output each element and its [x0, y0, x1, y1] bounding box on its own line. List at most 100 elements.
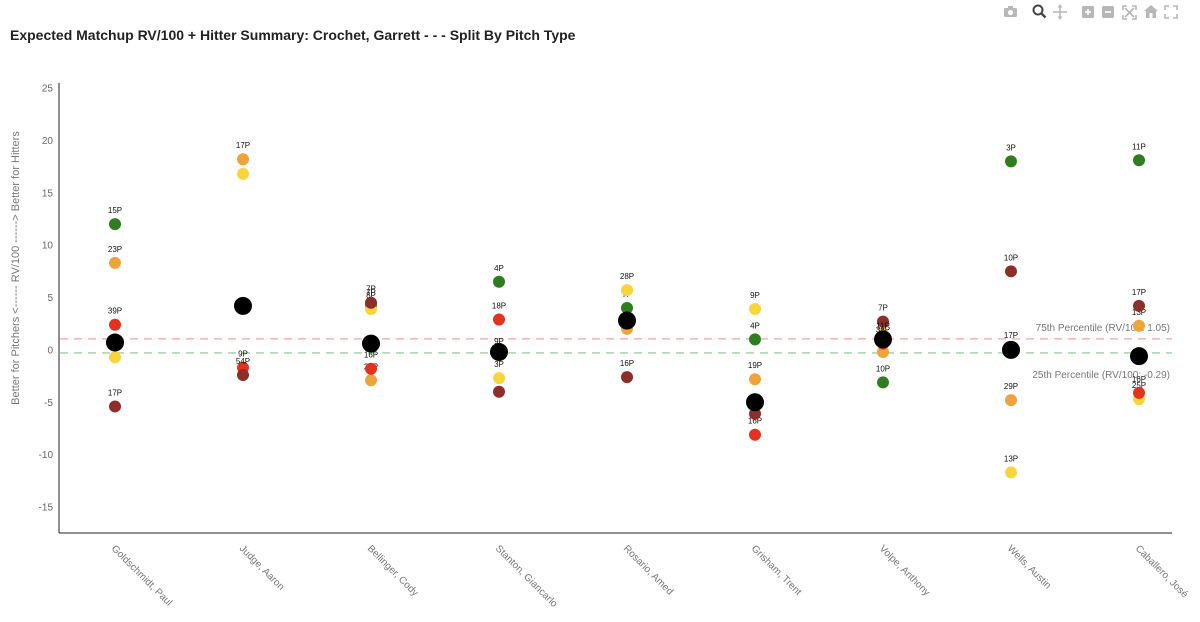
data-point[interactable]	[493, 372, 505, 385]
point-label: 39P	[108, 307, 122, 316]
data-point[interactable]	[1005, 265, 1017, 278]
point-label: 19P	[748, 361, 762, 370]
data-point[interactable]	[493, 275, 505, 288]
point-label: 16P	[1132, 375, 1146, 384]
reset-axes-icon[interactable]	[1144, 5, 1158, 18]
data-point[interactable]	[493, 385, 505, 398]
summary-point[interactable]	[618, 311, 636, 330]
data-point[interactable]	[109, 218, 121, 231]
x-tick-label: Wells, Austin	[1005, 543, 1053, 591]
data-point[interactable]	[749, 407, 761, 420]
point-label: 9P	[238, 350, 248, 359]
data-point[interactable]	[749, 333, 761, 346]
point-label: 8P	[366, 291, 376, 300]
data-point[interactable]	[621, 284, 633, 297]
point-label: 17P	[108, 388, 122, 397]
data-point[interactable]	[1005, 394, 1017, 407]
y-tick-label: 10	[42, 241, 54, 252]
data-point[interactable]	[365, 362, 377, 375]
point-label: 15P	[108, 206, 122, 215]
data-point[interactable]	[1005, 466, 1017, 479]
data-point[interactable]	[877, 376, 889, 389]
point-label: 18P	[492, 301, 506, 310]
y-tick-label: -15	[39, 503, 54, 514]
summary-point[interactable]	[1130, 347, 1148, 366]
data-point[interactable]	[109, 351, 121, 364]
modebar	[1004, 4, 1178, 20]
point-label: 16P	[364, 351, 378, 360]
point-label: 38P	[876, 326, 890, 335]
zoom-icon[interactable]	[1032, 4, 1047, 19]
point-label: 10P	[876, 364, 890, 373]
data-point[interactable]	[109, 256, 121, 269]
point-label: 23P	[108, 245, 122, 254]
x-tick-label: Grisham, Trent	[749, 543, 804, 598]
point-label: 9P	[494, 337, 504, 346]
y-tick-label: 25	[42, 84, 54, 95]
y-tick-label: -5	[44, 398, 53, 409]
summary-point[interactable]	[234, 296, 252, 315]
data-point[interactable]	[237, 167, 249, 180]
data-point[interactable]	[877, 345, 889, 358]
data-point[interactable]	[621, 371, 633, 384]
point-label: 17P	[1004, 331, 1018, 340]
x-tick-label: Rosario, Amed	[621, 543, 675, 597]
y-tick-label: 15	[42, 188, 54, 199]
point-label: 28P	[620, 272, 634, 281]
summary-point[interactable]	[1002, 340, 1020, 359]
y-axis-label: Better for Pitchers <------ RV/100 -----…	[10, 131, 22, 405]
point-label: 17P	[1132, 288, 1146, 297]
data-point[interactable]	[1133, 319, 1145, 332]
data-point[interactable]	[749, 373, 761, 386]
point-label: 9P	[750, 291, 760, 300]
summary-point[interactable]	[106, 333, 124, 352]
data-point[interactable]	[621, 301, 633, 314]
x-tick-label: Goldschmidt, Paul	[109, 543, 174, 608]
point-label: 11P	[1132, 142, 1146, 151]
data-point[interactable]	[1133, 154, 1145, 167]
zoom-out-icon[interactable]	[1102, 6, 1114, 18]
point-label: 7P	[366, 285, 376, 294]
pan-icon[interactable]	[1053, 4, 1067, 20]
point-label: 13P	[1004, 454, 1018, 463]
point-label: 29P	[1004, 382, 1018, 391]
point-label: 4P	[750, 321, 760, 330]
data-point[interactable]	[493, 313, 505, 326]
camera-icon[interactable]	[1004, 6, 1017, 17]
data-point[interactable]	[877, 315, 889, 328]
data-point[interactable]	[365, 374, 377, 387]
summary-point[interactable]	[874, 330, 892, 349]
x-tick-label: Caballero, José	[1133, 543, 1190, 600]
point-label: 7P	[366, 288, 376, 297]
data-point[interactable]	[365, 296, 377, 309]
data-point[interactable]	[109, 318, 121, 331]
summary-point[interactable]	[490, 342, 508, 361]
y-tick-label: 5	[47, 293, 53, 304]
data-point[interactable]	[1005, 155, 1017, 168]
point-label: 3P	[494, 360, 504, 369]
data-point[interactable]	[749, 428, 761, 441]
point-label: 54P	[236, 357, 250, 366]
data-point[interactable]	[237, 369, 249, 382]
point-label: 7P	[878, 304, 888, 313]
reference-line-label: 75th Percentile (RV/100: 1.05)	[1036, 323, 1170, 334]
zoom-in-icon[interactable]	[1082, 6, 1094, 18]
point-label: 11P	[876, 321, 890, 330]
data-point[interactable]	[1133, 299, 1145, 312]
summary-point[interactable]	[746, 393, 764, 412]
data-point[interactable]	[1133, 386, 1145, 399]
chart-title: Expected Matchup RV/100 + Hitter Summary…	[10, 27, 576, 43]
x-tick-label: Volpe, Anthony	[877, 543, 932, 598]
y-tick-label: 0	[47, 345, 53, 356]
point-label: 25P	[1132, 381, 1146, 390]
point-label: 16P	[620, 359, 634, 368]
point-label: 17P	[236, 141, 250, 150]
data-point[interactable]	[109, 400, 121, 413]
fullscreen-icon[interactable]	[1164, 5, 1178, 19]
data-point[interactable]	[749, 303, 761, 316]
summary-point[interactable]	[362, 334, 380, 353]
data-point[interactable]	[237, 153, 249, 166]
autoscale-icon[interactable]	[1122, 5, 1137, 20]
x-tick-label: Stanton, Giancarlo	[493, 543, 560, 610]
